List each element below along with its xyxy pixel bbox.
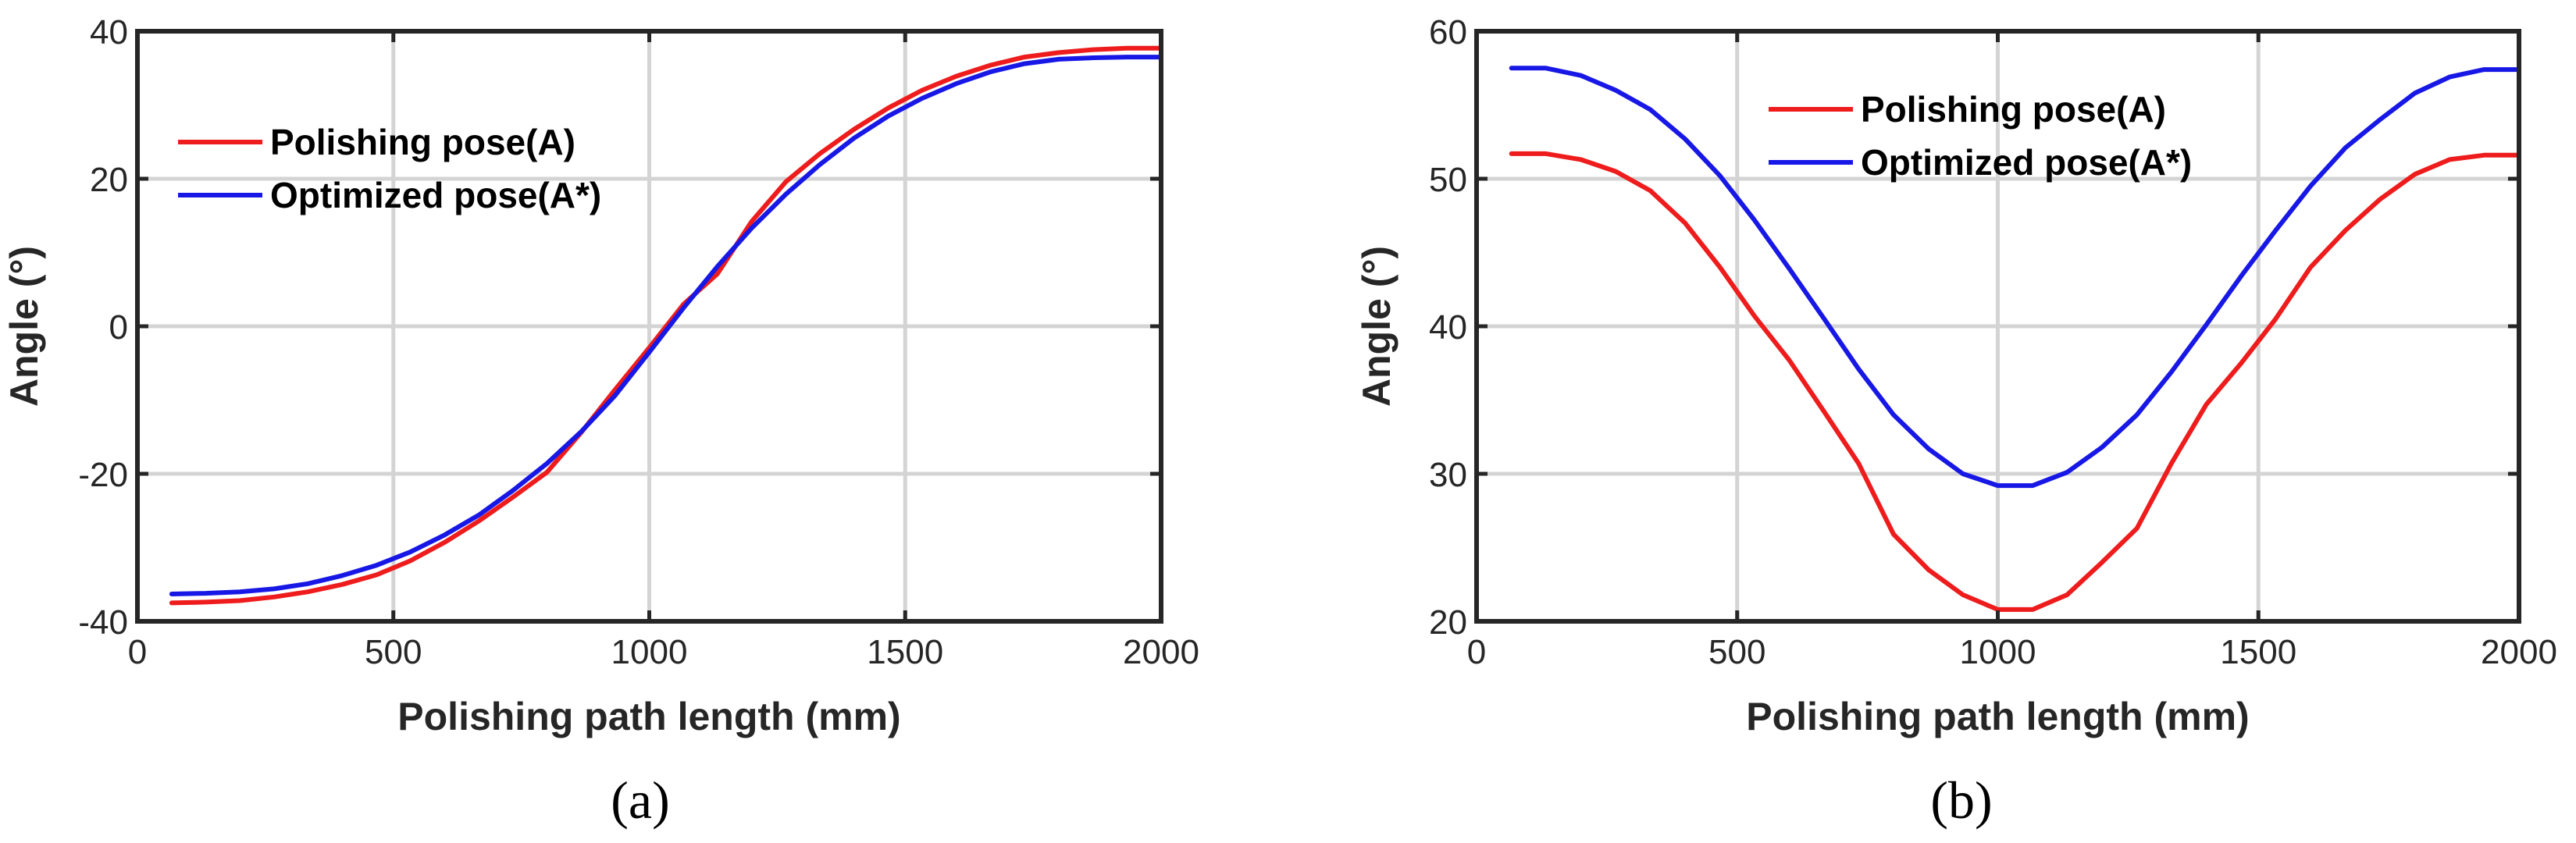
chart-panel-a: 0 500 1000 1500 2000 -40 -20 0 20 40 Polishing pat… [2,13,1199,830]
series-line-optimized-pose [1509,66,2521,489]
x-tick-label: 500 [1708,633,1765,671]
y-tick-label: 0 [109,308,128,347]
y-tick-label: 50 [1429,161,1467,199]
chart-panel-b: 0 500 1000 1500 2000 20 30 40 50 60 Polishing path… [1355,13,2557,830]
legend: Polishing pose(A) Optimized pose(A*) [178,122,601,215]
y-tick-label: 40 [1429,308,1467,347]
x-tick-label: 1000 [1960,633,2036,671]
legend-label-polishing-pose: Polishing pose(A) [1861,89,2166,130]
y-axis-title: Angle (°) [1355,246,1398,407]
legend: Polishing pose(A) Optimized pose(A*) [1769,89,2192,183]
y-tick-label: 20 [90,161,128,199]
x-tick-label: 1500 [867,633,943,671]
y-tick-label: -40 [78,603,128,642]
x-tick-label: 500 [365,633,422,671]
series-line-polishing-pose [1509,151,2521,612]
legend-label-optimized-pose: Optimized pose(A*) [270,175,601,215]
x-axis-title: Polishing path length (mm) [1746,695,2249,738]
series-line-polishing-pose [169,45,1163,606]
x-tick-label: 2000 [1123,633,1199,671]
y-tick-label: 20 [1429,603,1467,642]
y-tick-label: 40 [90,13,128,52]
panel-label: (b) [1930,770,1992,830]
x-tick-label: 2000 [2481,633,2557,671]
panel-label: (a) [611,770,669,830]
x-tick-label: 1000 [611,633,688,671]
series-line-optimized-pose [169,55,1163,596]
x-tick-label: 1500 [2220,633,2296,671]
y-axis-title: Angle (°) [2,246,46,407]
y-tick-label: -20 [78,456,128,494]
y-tick-label: 60 [1429,13,1467,52]
x-tick-label: 0 [128,633,147,671]
y-tick-label: 30 [1429,456,1467,494]
legend-label-polishing-pose: Polishing pose(A) [270,122,575,162]
x-axis-title: Polishing path length (mm) [397,695,900,738]
legend-label-optimized-pose: Optimized pose(A*) [1861,142,2192,183]
x-tick-label: 0 [1467,633,1486,671]
